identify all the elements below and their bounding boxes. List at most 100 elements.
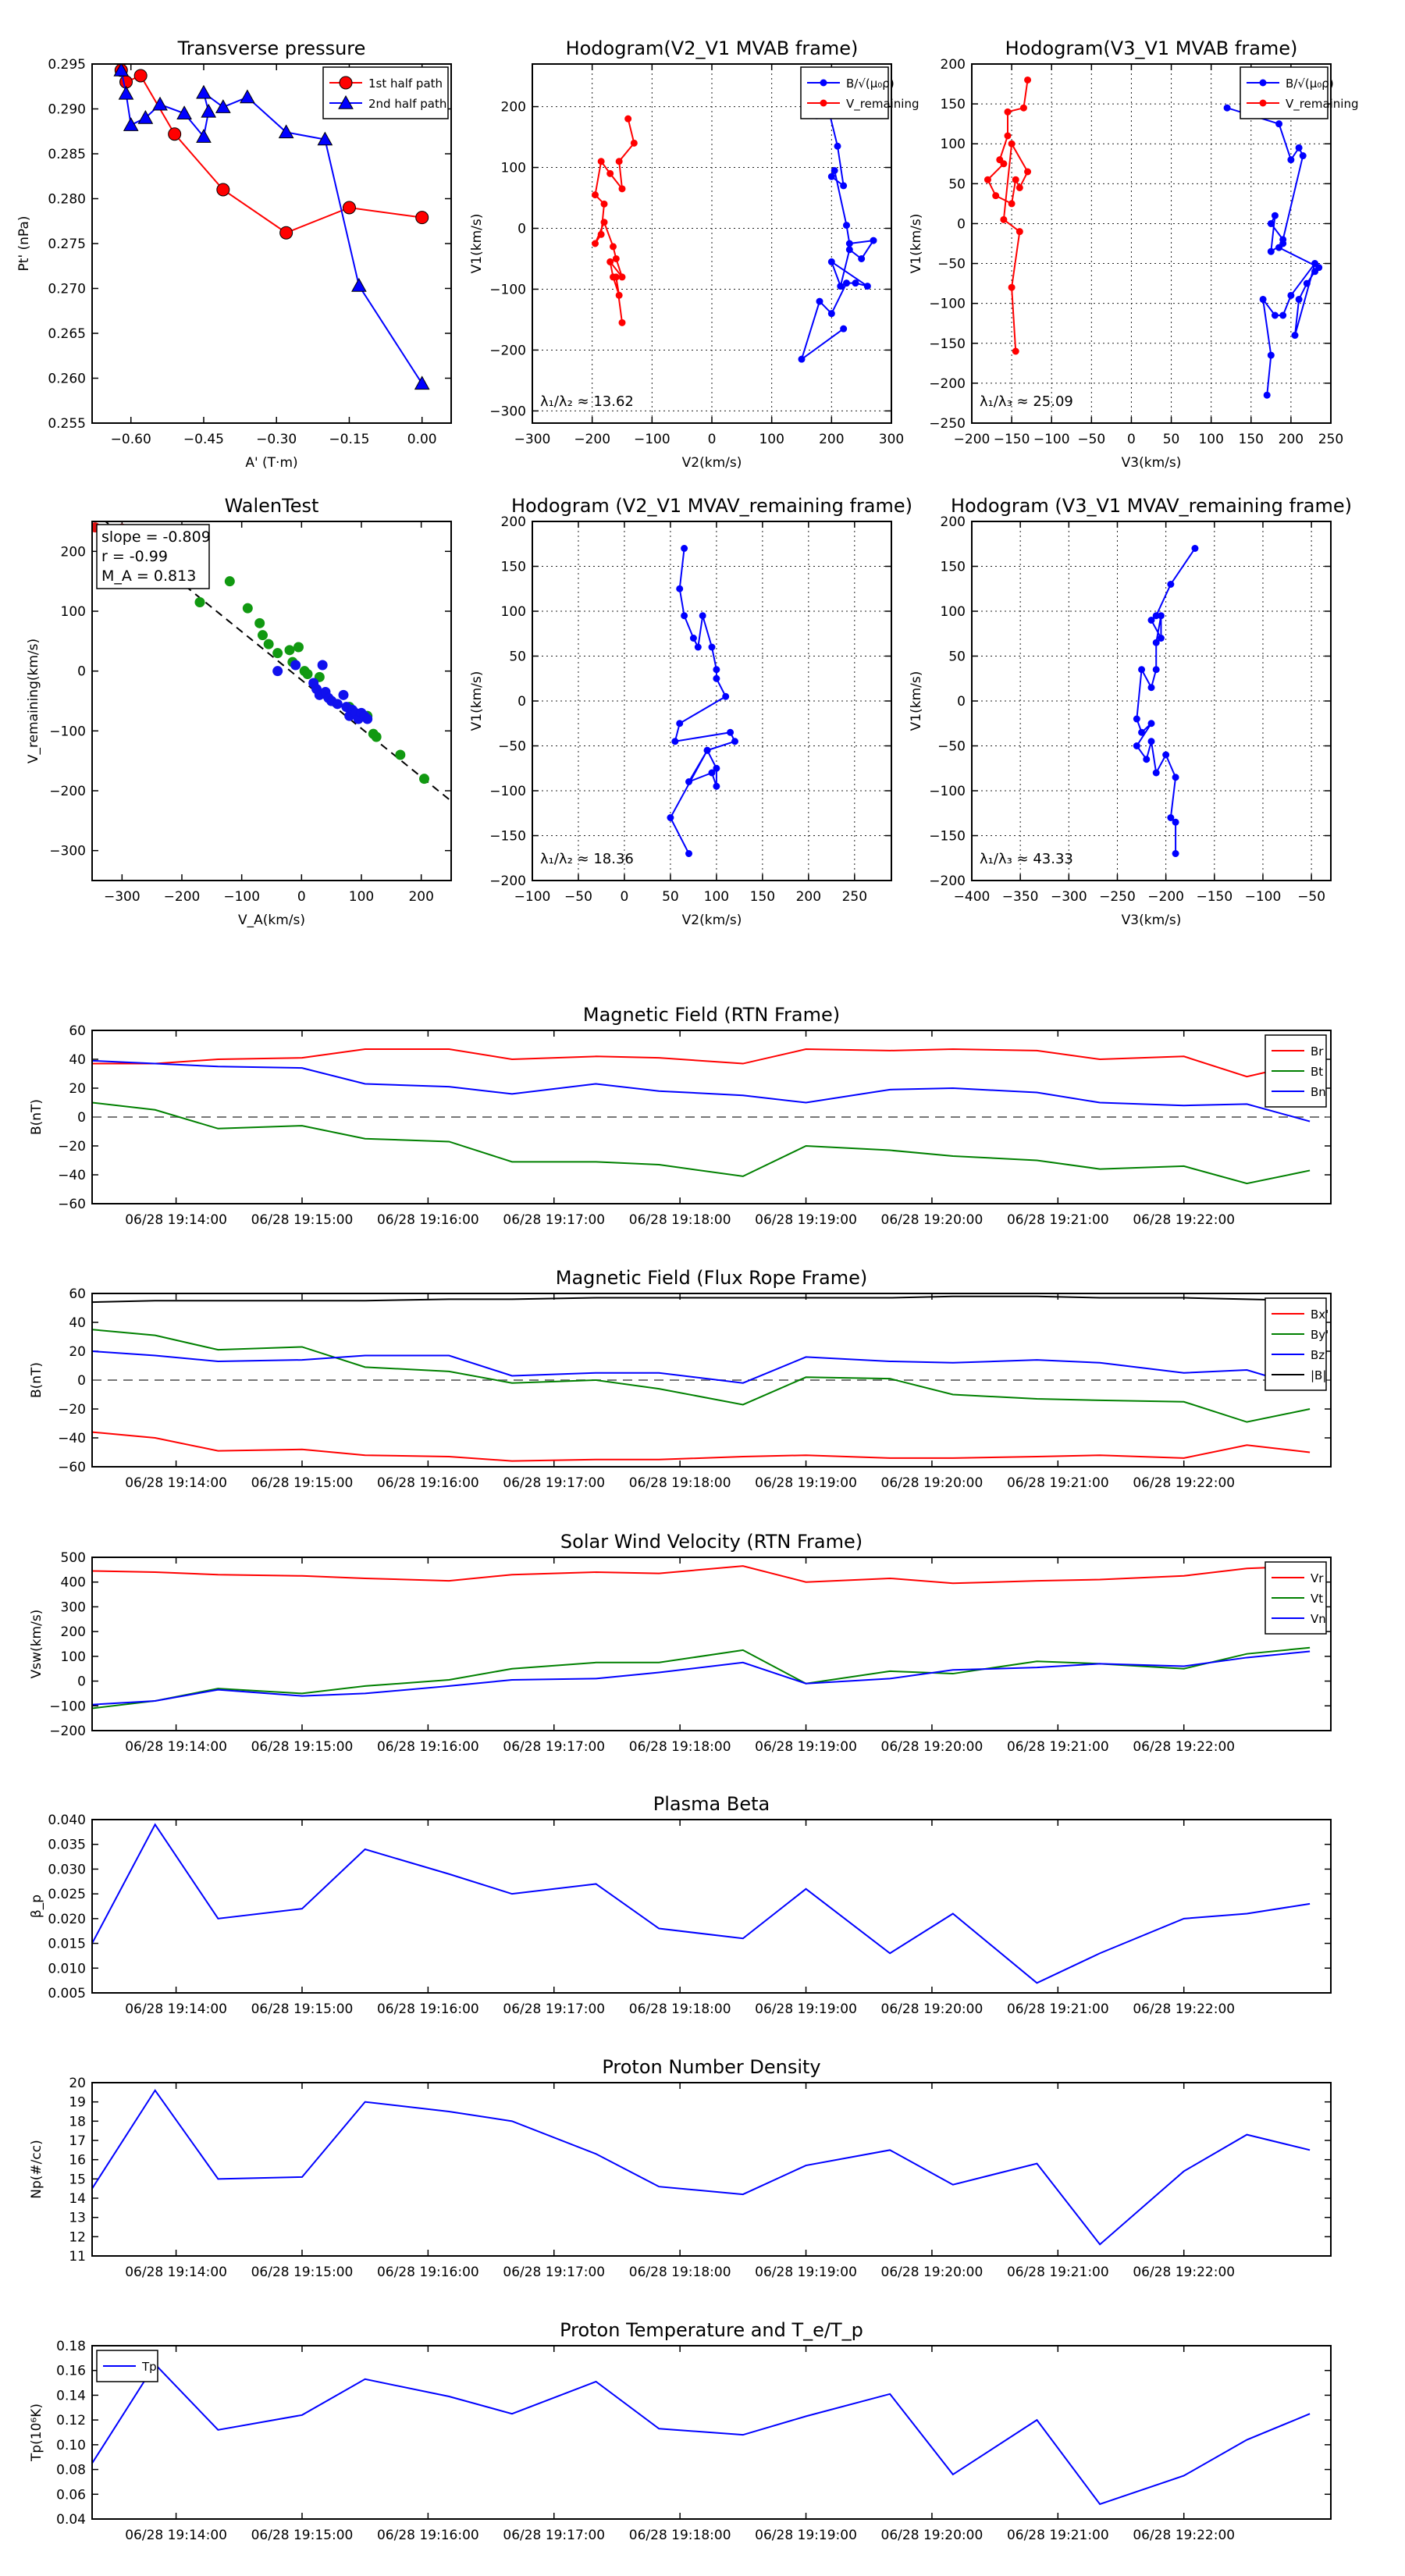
- data-point: [992, 192, 1000, 200]
- fit-line: [104, 521, 451, 802]
- grid-lines: [532, 521, 891, 881]
- x-tick-label: −0.45: [183, 432, 224, 447]
- x-tick-label: 300: [879, 432, 904, 447]
- time-tick-label: 06/28 19:17:00: [503, 2001, 605, 2017]
- y-tick-label: 40: [69, 1315, 86, 1331]
- chart-title: Transverse pressure: [177, 37, 366, 59]
- annotation-line: M_A = 0.813: [101, 568, 196, 585]
- time-tick-labels: 06/28 19:14:00 06/28 19:15:00 06/28 19:16:…: [125, 2083, 1235, 2280]
- y-tick-label: 0.020: [48, 1912, 86, 1927]
- x-tick-label: −350: [1002, 889, 1039, 905]
- y-tick-label: 0: [77, 664, 86, 680]
- data-point: [1157, 612, 1165, 620]
- x-tick-label: 50: [1163, 432, 1180, 447]
- plot-frame: [91, 2082, 1332, 2257]
- time-tick-label: 06/28 19:15:00: [251, 2001, 354, 2017]
- y-tick-label: 60: [69, 1286, 86, 1302]
- plot-frame: [971, 63, 1332, 424]
- legend-label: 1st half path: [368, 76, 443, 91]
- data-point: [722, 692, 730, 700]
- data-point: [1147, 684, 1155, 692]
- time-tick-label: 06/28 19:18:00: [629, 1475, 731, 1491]
- time-tick-label: 06/28 19:20:00: [881, 1475, 984, 1491]
- data-point: [302, 669, 313, 679]
- plot-frame: [91, 1819, 1332, 1994]
- series-line-vt: [92, 1646, 1311, 1710]
- y-tick-label: 16: [69, 2153, 86, 2169]
- x-tick-label: −100: [514, 889, 551, 905]
- time-tick-label: 06/28 19:22:00: [1133, 2265, 1235, 2280]
- data-point: [1259, 79, 1267, 87]
- data-layer: [667, 545, 738, 857]
- data-point: [339, 76, 353, 90]
- legend-label: Bt: [1311, 1065, 1323, 1079]
- x-tick-label: 0: [621, 889, 629, 905]
- tick-labels: −60 −40 −20 0 20 40 60: [58, 1286, 1331, 1475]
- data-point: [845, 246, 853, 254]
- y-tick-label: 400: [61, 1575, 86, 1591]
- time-tick-label: 06/28 19:18:00: [629, 2528, 731, 2543]
- data-point: [1172, 774, 1179, 781]
- data-point: [351, 278, 367, 292]
- data-layer: [984, 76, 1323, 399]
- data-point: [1016, 228, 1023, 236]
- data-point: [681, 612, 688, 620]
- time-tick-label: 06/28 19:15:00: [251, 2265, 354, 2280]
- time-tick-label: 06/28 19:22:00: [1133, 2001, 1235, 2017]
- series-line-vn: [92, 1650, 1311, 1706]
- data-point: [984, 176, 991, 183]
- x-tick-label: 150: [1239, 432, 1264, 447]
- y-tick-label: 0.290: [48, 102, 86, 118]
- y-tick-label: −150: [929, 336, 966, 352]
- legend-label: Vr: [1311, 1571, 1324, 1585]
- chart-title: Proton Number Density: [602, 2056, 820, 2078]
- data-point: [624, 115, 632, 123]
- y-tick-label: 20: [69, 2076, 86, 2091]
- time-tick-label: 06/28 19:16:00: [377, 1212, 479, 1228]
- data-point: [1147, 738, 1155, 745]
- x-tick-label: −300: [104, 889, 140, 905]
- series-line-b: [92, 1295, 1311, 1304]
- data-point: [615, 158, 623, 165]
- time-tick-label: 06/28 19:21:00: [1007, 1212, 1109, 1228]
- legend-box: [1240, 66, 1329, 119]
- time-tick-label: 06/28 19:14:00: [125, 2265, 227, 2280]
- y-tick-label: 12: [69, 2229, 86, 2245]
- fit-annotation: slope = -0.809 r = -0.99 M_A = 0.813: [96, 524, 211, 589]
- data-point: [258, 630, 268, 641]
- data-point: [618, 273, 626, 281]
- tick-labels: 11 12 13 14 15 16 17 18 19 20: [69, 2076, 1331, 2265]
- data-point: [703, 746, 711, 754]
- legend: B/√(μ₀ρ) V_remaining: [1240, 66, 1359, 119]
- data-layer: [92, 521, 451, 802]
- time-tick-label: 06/28 19:15:00: [251, 2528, 354, 2543]
- time-tick-label: 06/28 19:14:00: [125, 2001, 227, 2017]
- time-tick-label: 06/28 19:16:00: [377, 1739, 479, 1755]
- legend-label: B/√(μ₀ρ): [846, 76, 895, 91]
- y-tick-label: 18: [69, 2114, 86, 2129]
- legend-label: V_remaining: [846, 97, 919, 112]
- time-tick-label: 06/28 19:20:00: [881, 2265, 984, 2280]
- data-point: [858, 254, 866, 262]
- data-point: [606, 258, 614, 265]
- data-point: [1299, 152, 1307, 160]
- data-point: [113, 64, 130, 76]
- data-layer: [92, 1295, 1331, 1462]
- y-tick-label: 0: [77, 1110, 86, 1126]
- y-tick-label: 0.04: [56, 2512, 86, 2528]
- data-point: [1012, 176, 1019, 183]
- data-point: [713, 764, 720, 772]
- data-layer: [92, 1048, 1331, 1185]
- chart-title: Hodogram(V2_V1 MVAB frame): [566, 37, 859, 59]
- data-point: [606, 169, 614, 177]
- data-point: [1019, 104, 1027, 112]
- data-point: [123, 117, 139, 131]
- y-tick-label: 150: [501, 560, 526, 575]
- legend-label: B/√(μ₀ρ): [1286, 76, 1334, 91]
- data-point: [685, 850, 693, 857]
- data-point: [837, 283, 845, 290]
- data-point: [1157, 635, 1165, 642]
- time-tick-label: 06/28 19:15:00: [251, 1739, 354, 1755]
- chart-hodogram_v3_v1_mvav: Hodogram (V3_V1 MVAV_remaining frame) −40…: [909, 495, 1352, 928]
- data-point: [820, 99, 827, 107]
